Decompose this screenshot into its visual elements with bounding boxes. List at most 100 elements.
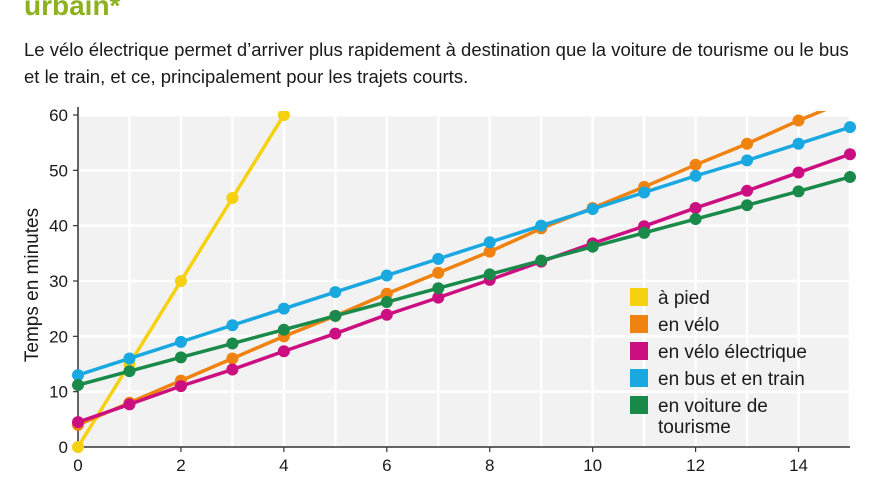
data-point [432,291,445,304]
data-point [741,137,754,150]
data-point [380,287,393,300]
x-tick-label: 6 [382,456,391,475]
data-point [432,266,445,279]
legend-label: en vélo électrique [658,342,807,363]
x-tick-label: 14 [789,456,808,475]
legend-label: tourisme [658,417,731,438]
data-point [226,192,239,204]
data-point [277,323,290,336]
data-point [72,369,84,382]
data-point [380,308,393,321]
data-point [380,296,393,309]
y-tick-label: 60 [49,106,68,125]
data-point [226,319,239,332]
legend-swatch [630,315,648,333]
data-point [380,269,393,282]
legend-label: en bus et en train [658,369,805,390]
data-point [329,286,342,299]
series-3 [72,121,856,382]
legend-swatch [630,369,648,387]
y-axis-label: Temps en minutes [22,208,43,362]
tick-labels: 0 10 20 30 40 50 60 0 2 4 6 8 10 12 14 [49,106,808,475]
data-point [741,184,754,197]
legend-swatch [630,342,648,360]
y-tick-label: 10 [49,383,68,402]
data-point [226,363,239,376]
data-point [483,245,496,258]
data-point [689,158,702,171]
series-4 [72,170,856,392]
data-point [174,351,187,364]
data-point [483,236,496,249]
data-point [277,111,290,121]
data-point [638,226,651,239]
data-point [174,380,187,393]
data-point [329,309,342,322]
data-point [689,201,702,214]
y-tick-label: 50 [49,161,68,180]
data-point [792,166,805,179]
data-point [586,203,599,216]
data-point [174,335,187,348]
data-point [123,352,136,365]
data-point [586,240,599,253]
data-point [844,94,856,106]
data-point [638,186,651,199]
data-point [535,219,548,232]
data-point [741,154,754,167]
series-group [72,94,856,453]
data-point [432,282,445,295]
chart-title: urbain* [24,0,121,21]
data-point [689,213,702,226]
data-point [226,337,239,350]
data-point [741,199,754,212]
series-line [77,111,827,427]
data-point [277,345,290,358]
data-point [432,252,445,265]
data-point [792,137,805,150]
data-point [123,398,136,411]
legend-item: à pied [630,288,710,309]
legend-swatch [630,396,648,414]
data-point [72,416,84,429]
x-tick-label: 8 [485,456,494,475]
chart-subtitle: Le vélo électrique permet d’arriver plus… [24,39,849,87]
data-point [792,185,805,198]
y-tick-label: 40 [49,217,68,236]
legend-label: à pied [658,288,710,309]
data-point [277,302,290,315]
data-point [535,254,548,267]
legend-item: en vélo électrique [630,342,807,363]
data-point [329,327,342,340]
legend-item: en vélo [630,315,719,336]
x-tick-label: 10 [583,456,602,475]
data-point [844,148,856,161]
data-point [844,121,856,134]
legend-label: en vélo [658,315,719,336]
data-point [72,379,84,392]
data-point [792,114,805,127]
y-tick-label: 20 [49,327,68,346]
legend: à pied en vélo en vélo électrique en bus et… [630,288,807,438]
x-tick-label: 4 [279,456,288,475]
series-line [77,175,851,387]
series-line [77,125,851,377]
data-point [72,441,84,453]
data-point [174,275,187,287]
legend-label: en voiture de [658,396,768,417]
legend-item: en bus et en train [630,369,805,390]
data-point [483,268,496,281]
data-point [844,170,856,183]
data-point [689,169,702,182]
y-tick-label: 0 [59,438,68,457]
legend-swatch [630,288,648,306]
series-line [77,152,851,424]
y-tick-label: 30 [49,272,68,291]
data-point [123,365,136,378]
data-point [226,352,239,365]
x-tick-label: 2 [176,456,185,475]
x-tick-label: 12 [686,456,705,475]
x-tick-label: 0 [73,456,82,475]
